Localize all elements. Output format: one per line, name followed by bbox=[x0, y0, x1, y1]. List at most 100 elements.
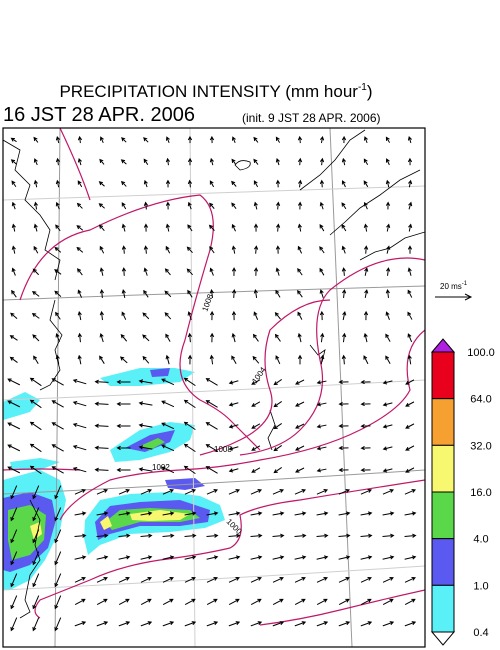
wind-arrow bbox=[382, 424, 393, 429]
colorbar-segment bbox=[431, 351, 455, 400]
wind-arrow bbox=[206, 511, 219, 516]
wind-arrow bbox=[54, 573, 62, 588]
wind-arrow bbox=[29, 377, 42, 387]
wind-arrow bbox=[138, 423, 153, 428]
wind-arrow bbox=[118, 598, 130, 606]
wind-arrow bbox=[404, 533, 417, 538]
wind-arrow bbox=[252, 355, 260, 364]
wind-arrow bbox=[32, 485, 40, 500]
wind-arrow bbox=[143, 137, 149, 143]
wind-arrow bbox=[77, 354, 82, 365]
wind-arrow bbox=[404, 576, 416, 583]
wind-arrow bbox=[382, 555, 395, 560]
wind-arrow bbox=[297, 354, 303, 365]
wind-arrow bbox=[363, 355, 369, 365]
wind-arrow bbox=[118, 555, 131, 560]
longitude-line bbox=[329, 128, 353, 647]
wind-arrow bbox=[99, 310, 104, 321]
wind-arrow bbox=[183, 399, 196, 409]
wind-arrow bbox=[33, 179, 38, 188]
colorbar-label: 1.0 bbox=[473, 580, 488, 592]
wind-arrow bbox=[54, 551, 62, 566]
wind-arrow bbox=[206, 555, 219, 560]
wind-arrow bbox=[275, 136, 281, 143]
wind-arrow bbox=[7, 444, 21, 452]
wind-arrow bbox=[405, 379, 415, 385]
wind-arrow bbox=[99, 245, 105, 254]
title-superscript: -1 bbox=[358, 82, 367, 93]
wind-arrow bbox=[161, 422, 175, 430]
wind-arrow bbox=[162, 533, 175, 538]
wind-arrow bbox=[275, 179, 281, 188]
wind-arrow bbox=[316, 468, 327, 473]
wind-arrow bbox=[253, 136, 259, 143]
wind-arrow bbox=[404, 511, 417, 516]
wind-arrow bbox=[275, 201, 281, 210]
wind-arrow bbox=[253, 180, 259, 188]
wind-arrow bbox=[77, 310, 82, 321]
wind-arrow bbox=[294, 598, 306, 606]
wind-arrow bbox=[74, 489, 87, 495]
wind-arrow bbox=[183, 443, 196, 453]
wind-arrow bbox=[385, 201, 391, 210]
wind-arrow bbox=[382, 402, 393, 407]
wind-arrow bbox=[273, 423, 283, 430]
wind-arrow bbox=[32, 529, 40, 544]
wind-arrow bbox=[121, 223, 126, 232]
wind-arrow bbox=[228, 446, 239, 451]
wind-arrow bbox=[231, 289, 237, 298]
wind-arrow bbox=[272, 555, 285, 560]
wind-arrow bbox=[231, 136, 236, 144]
wind-arrow bbox=[98, 203, 105, 209]
wind-arrow bbox=[228, 576, 240, 583]
wind-arrow bbox=[205, 466, 218, 474]
wind-arrow bbox=[405, 445, 415, 451]
wind-arrow bbox=[99, 355, 105, 364]
wind-arrow bbox=[319, 179, 325, 188]
wind-arrow bbox=[10, 573, 18, 588]
wind-arrow bbox=[250, 576, 262, 583]
wind-arrow bbox=[55, 201, 60, 210]
wind-arrow bbox=[96, 576, 108, 583]
wind-arrow bbox=[10, 595, 18, 610]
wind-arrow bbox=[138, 379, 153, 384]
wind-arrow bbox=[253, 201, 258, 210]
wind-arrow bbox=[138, 445, 153, 450]
wind-arrow bbox=[341, 267, 347, 276]
wind-arrow bbox=[51, 444, 64, 452]
wind-arrow bbox=[408, 223, 413, 232]
wind-arrow bbox=[341, 135, 347, 144]
wind-arrow bbox=[121, 311, 127, 320]
wind-arrow bbox=[360, 401, 371, 407]
wind-arrow bbox=[186, 246, 193, 254]
wind-arrow bbox=[338, 555, 351, 560]
wind-arrow bbox=[228, 555, 241, 560]
wind-arrow bbox=[119, 356, 128, 364]
wind-arrow bbox=[294, 489, 307, 495]
wind-arrow bbox=[33, 355, 39, 364]
wind-arrow bbox=[407, 354, 412, 365]
wind-arrow bbox=[118, 576, 130, 583]
wind-arrow bbox=[162, 489, 175, 495]
wind-arrow bbox=[360, 511, 373, 516]
wind-arrow bbox=[76, 268, 83, 276]
wind-arrow bbox=[11, 245, 16, 254]
vector-scale-arrowhead bbox=[464, 293, 473, 301]
wind-arrow bbox=[51, 378, 64, 386]
wind-arrow bbox=[183, 421, 196, 431]
wind-arrow bbox=[341, 354, 346, 365]
wind-arrow bbox=[364, 267, 369, 276]
wind-arrow bbox=[272, 598, 284, 606]
wind-arrow bbox=[11, 201, 16, 210]
wind-arrow bbox=[209, 135, 215, 144]
wind-arrow bbox=[231, 202, 237, 210]
wind-arrow bbox=[54, 595, 62, 610]
wind-arrow bbox=[162, 576, 174, 583]
wind-arrow bbox=[273, 445, 283, 452]
wind-arrow bbox=[320, 354, 325, 365]
wind-arrow bbox=[94, 445, 109, 450]
colorbar-label: 4.0 bbox=[473, 534, 488, 546]
wind-arrow bbox=[165, 201, 171, 210]
wind-arrow bbox=[294, 555, 307, 560]
wind-arrow bbox=[209, 289, 214, 298]
